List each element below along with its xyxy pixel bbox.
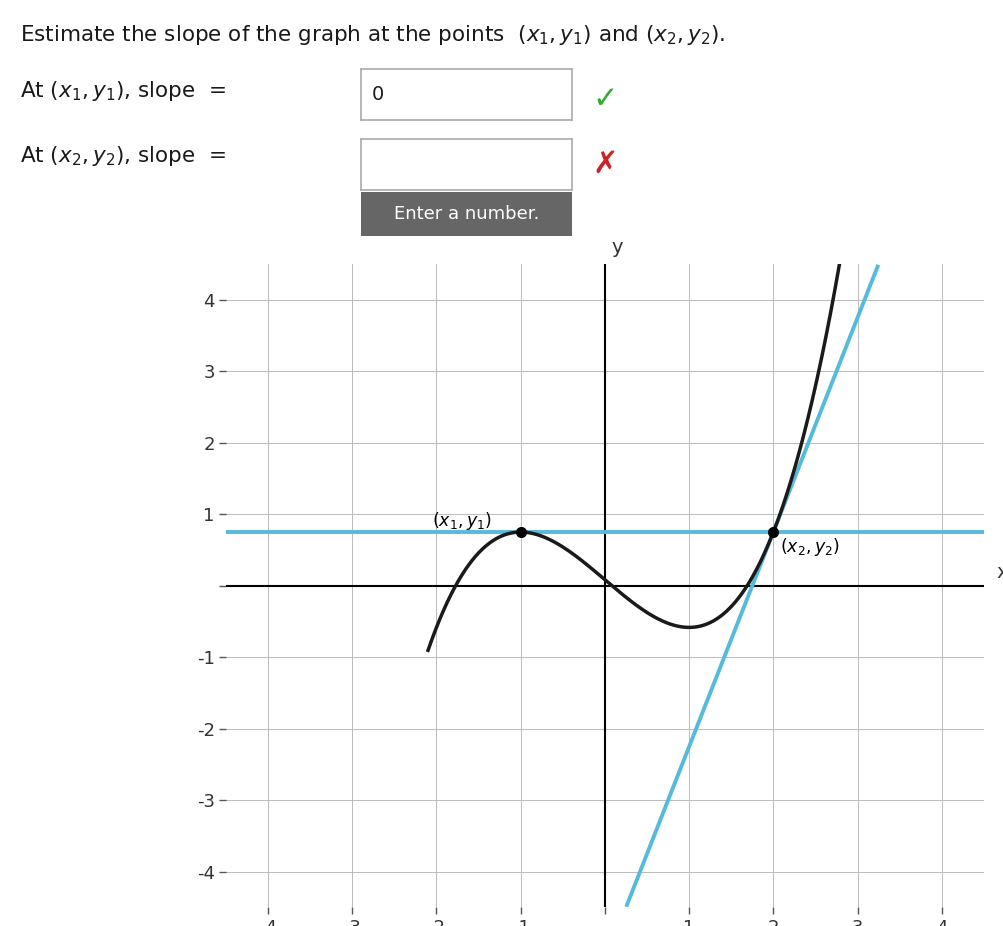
Text: At $(x_2, y_2)$, slope  =: At $(x_2, y_2)$, slope = bbox=[20, 144, 226, 168]
Text: Estimate the slope of the graph at the points  $(x_1, y_1)$ and $(x_2, y_2)$.: Estimate the slope of the graph at the p… bbox=[20, 23, 725, 47]
Text: 0: 0 bbox=[371, 85, 384, 105]
Text: y: y bbox=[611, 238, 623, 257]
Text: $( x_2 , y_2 )$: $( x_2 , y_2 )$ bbox=[779, 536, 840, 558]
Text: ✓: ✓ bbox=[592, 84, 617, 114]
Text: ✗: ✗ bbox=[592, 149, 617, 179]
Text: At $(x_1, y_1)$, slope  =: At $(x_1, y_1)$, slope = bbox=[20, 79, 226, 103]
Text: Enter a number.: Enter a number. bbox=[394, 205, 539, 223]
Text: $( x_1 , y_1 )$: $( x_1 , y_1 )$ bbox=[432, 510, 491, 532]
Text: x: x bbox=[996, 563, 1003, 582]
